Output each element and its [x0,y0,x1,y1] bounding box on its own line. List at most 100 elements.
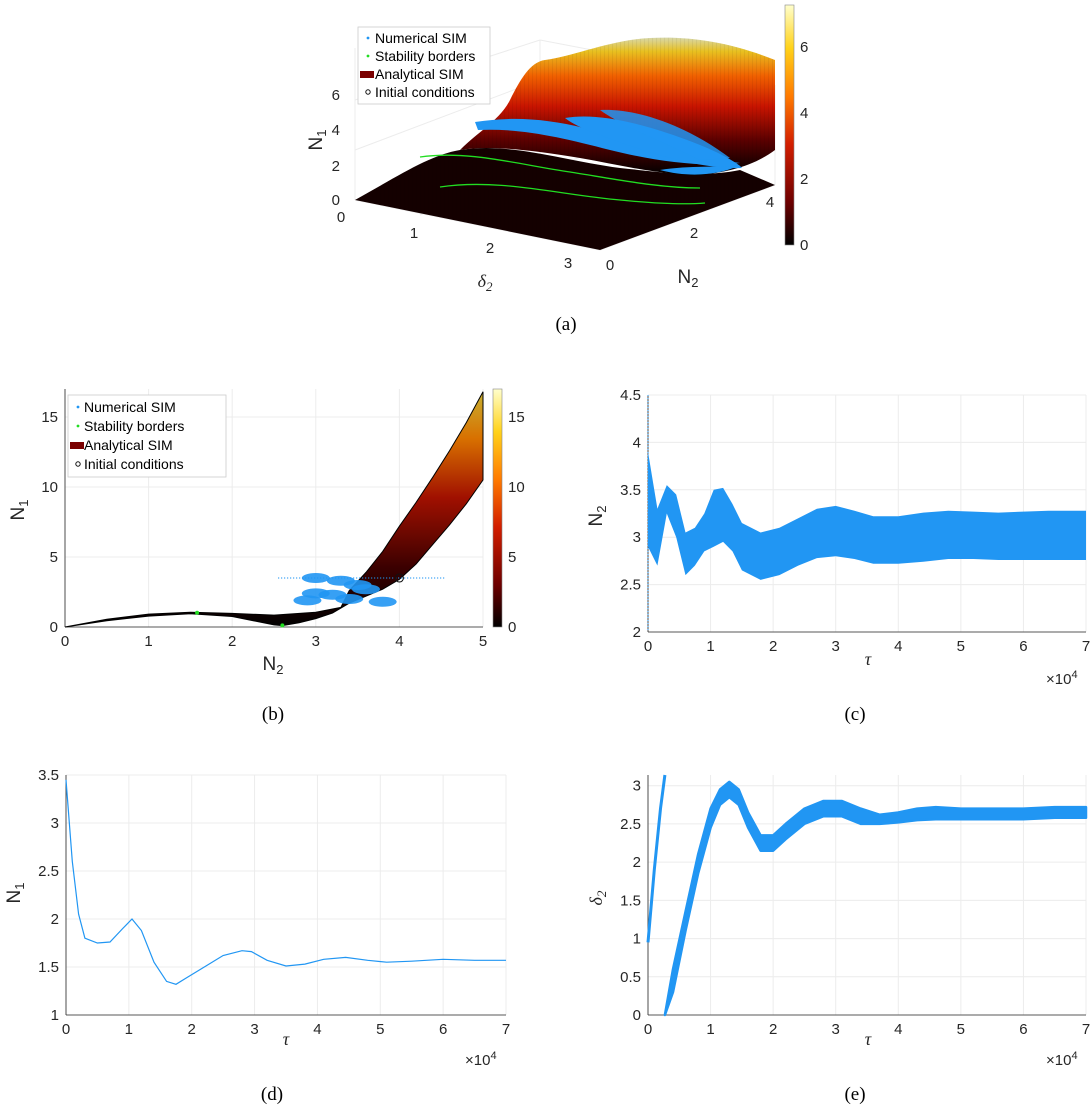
tick: 0 [332,192,340,209]
panel-d-ticks: 0 1 2 3 4 5 6 711.522.533.5 [38,767,510,1038]
panel-c-caption: (c) [844,704,865,725]
y-tick-label: 2 [633,624,641,641]
y-tick-label: 4.5 [620,387,641,404]
x-tick-label: 0 [644,1021,652,1038]
panel-c: 0 1 2 3 4 5 6 7 2 2.5 3 3.5 4 4.5 τ ×104 N2 (c) [586,387,1090,725]
panel-a: 0 2 4 6 N1 0 1 2 3 δ2 0 2 4 N2 0 2 4 6 [306,4,808,335]
panel-b-caption: (b) [262,704,284,725]
y-tick-label: 2.5 [620,577,641,594]
patch-icon [360,71,374,78]
panel-d: 0 1 2 3 4 5 6 711.522.533.5 τ ×104 N1 (d) [4,767,510,1105]
y-tick-label: 3.5 [38,767,59,784]
legend-label: Stability borders [375,48,475,64]
panel-a-zlabel: N2 [678,267,699,290]
y-tick-label: 1 [633,931,641,948]
panel-d-caption: (d) [261,1084,283,1105]
y-tick-label: 2 [51,911,59,928]
tick: 5 [508,549,516,566]
panel-e-ylabel: δ2 [586,890,609,905]
y-tick-label: 3 [633,529,641,546]
x-tick-label: 2 [228,633,236,650]
panel-b-ylabel: N1 [8,500,31,521]
x-tick-label: 2 [769,1021,777,1038]
x-tick-label: 3 [832,638,840,655]
panel-b-legend: Numerical SIM Stability borders Analytic… [67,394,227,478]
x-tick-label: 1 [706,1021,714,1038]
x-tick-label: 0 [61,633,69,650]
panel-a-legend: Numerical SIM Stability borders Analytic… [357,26,491,105]
x-tick-label: 6 [1019,638,1027,655]
tick: 6 [800,39,808,56]
x-tick-label: 7 [502,1021,510,1038]
numerical-sim-delta-band [663,780,1088,1017]
numerical-sim-3d [475,109,742,175]
panel-e-ticks: 0 1 2 3 4 5 6 7 0 0.5 1 1.5 2 2.5 3 [620,778,1090,1038]
tick: 2 [486,240,494,257]
panel-a-caption: (a) [555,314,576,335]
panel-b-colorbar: 0 5 10 15 [492,388,525,636]
tick: 0 [337,209,345,226]
panel-e-caption: (e) [844,1084,865,1105]
numerical-sim-point [293,595,322,606]
tick: 2 [332,158,340,175]
panel-c-xlabel: τ [865,649,872,669]
y-tick-label: 1.5 [620,892,641,909]
y-tick-label: 1.5 [38,959,59,976]
y-tick-label: 3 [51,815,59,832]
y-tick-label: 3.5 [620,482,641,499]
tick: 1 [410,225,418,242]
panel-c-exponent: ×104 [1046,669,1078,688]
x-tick-label: 1 [706,638,714,655]
numerical-sim-point [318,589,347,600]
panel-a-xlabel: δ2 [478,271,493,294]
x-tick-label: 7 [1082,1021,1090,1038]
y-tick-label: 4 [633,434,641,451]
tick: 2 [690,225,698,242]
stability-point [195,610,200,615]
x-tick-label: 4 [313,1021,321,1038]
panel-d-exponent: ×104 [465,1050,497,1069]
x-tick-label: 4 [395,633,403,650]
panel-d-ylabel: N1 [4,883,27,904]
legend-label: Numerical SIM [375,30,467,46]
panel-e: 0 1 2 3 4 5 6 7 0 0.5 1 1.5 2 2.5 3 τ ×104 δ2 (e) [586,774,1090,1105]
panel-a-colorbar: 0 2 4 6 [784,4,808,254]
patch-icon [70,442,84,449]
x-tick-label: 6 [439,1021,447,1038]
x-tick-label: 5 [376,1021,384,1038]
panel-a-ylabel: N1 [306,130,329,151]
panel-b: 0 1 2 3 4 5 0 5 10 15 N2 N1 0 5 10 15 Numerical S… [8,388,525,725]
tick: 4 [800,105,808,122]
legend-label: Stability borders [84,418,184,434]
tick: 4 [766,194,774,211]
x-tick-label: 4 [894,638,902,655]
x-tick-label: 3 [832,1021,840,1038]
panel-c-ylabel: N2 [586,506,609,527]
tick: 4 [332,122,340,139]
x-tick-label: 5 [479,633,487,650]
numerical-sim-n2-band [648,451,1086,580]
tick: 3 [564,255,572,272]
initial-condition-point [394,573,404,583]
x-tick-label: 7 [1082,638,1090,655]
tick: 10 [508,479,525,496]
x-tick-label: 1 [125,1021,133,1038]
stability-borders-3d [419,154,706,205]
y-tick-label: 5 [50,549,58,566]
legend-label: Numerical SIM [84,399,176,415]
y-tick-label: 0.5 [620,969,641,986]
panel-e-exponent: ×104 [1046,1050,1078,1069]
panel-d-grid [65,774,507,1016]
x-tick-label: 2 [769,638,777,655]
stability-border-points [195,610,285,628]
panel-d-xlabel: τ [283,1029,290,1049]
x-tick-label: 6 [1019,1021,1027,1038]
legend-label: Initial conditions [84,456,184,472]
legend-label: Analytical SIM [375,66,464,82]
y-tick-label: 2.5 [620,816,641,833]
panel-a-n2-ticks: 0 2 4 [606,194,774,274]
y-tick-label: 1 [51,1007,59,1024]
tick: 0 [606,257,614,274]
x-tick-label: 4 [894,1021,902,1038]
y-tick-label: 10 [41,479,58,496]
